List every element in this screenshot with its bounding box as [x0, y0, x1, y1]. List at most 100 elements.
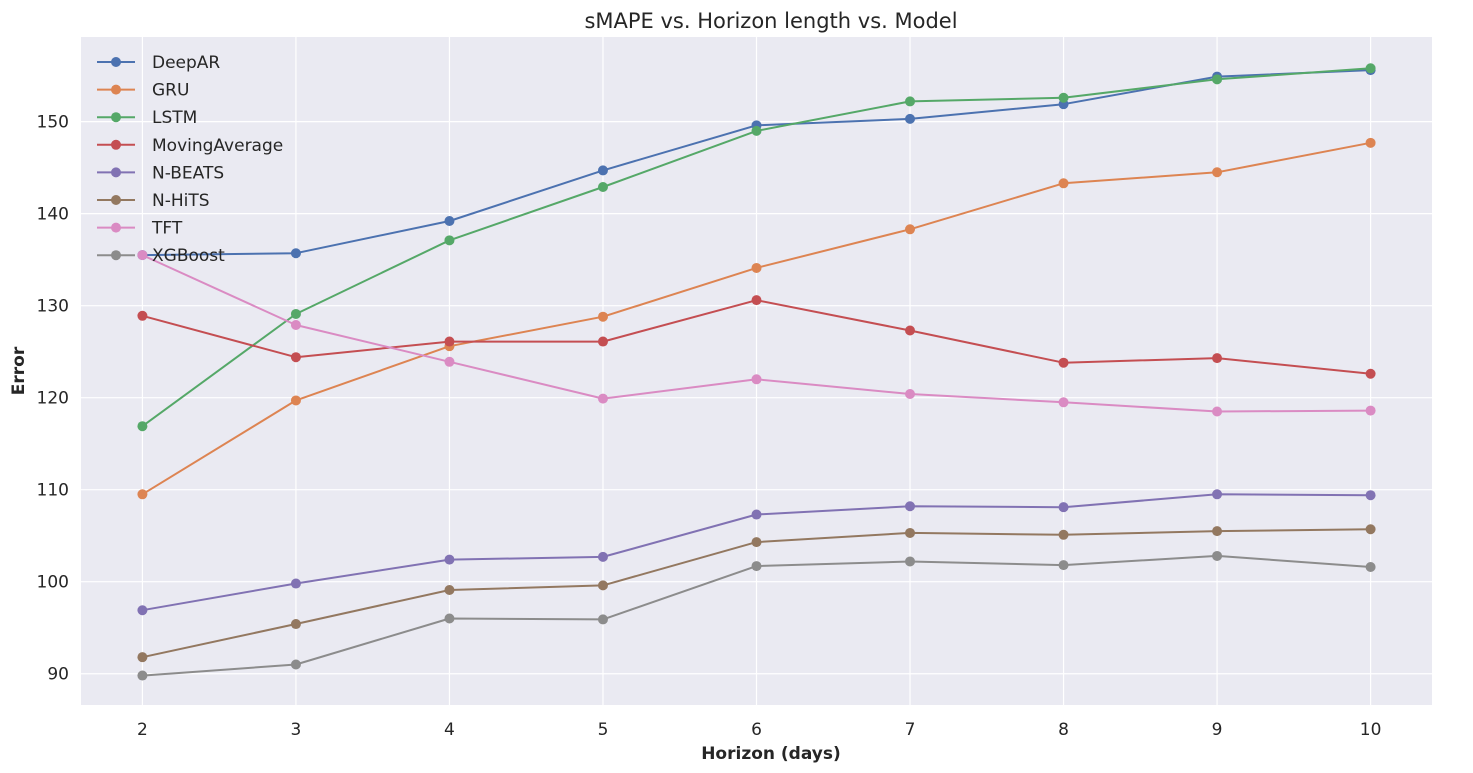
data-point: [597, 551, 608, 562]
legend-swatch-marker: [111, 167, 121, 178]
series-layer: [137, 63, 1376, 681]
data-point: [137, 489, 148, 500]
x-tick-label: 5: [598, 720, 609, 740]
data-point: [444, 235, 455, 246]
data-point: [290, 659, 301, 670]
data-point: [137, 421, 148, 432]
x-axis-ticks: 2 3 4 5 6 7 8 9 10: [137, 720, 1381, 740]
legend-label: MovingAverage: [152, 136, 283, 156]
data-point: [137, 652, 148, 663]
data-point: [1058, 178, 1069, 189]
x-tick-label: 10: [1360, 720, 1382, 740]
data-point: [905, 325, 916, 336]
data-point: [1212, 526, 1223, 537]
legend-swatch-marker: [111, 195, 121, 205]
data-point: [905, 556, 916, 567]
data-point: [290, 619, 301, 630]
legend-label: DeepAR: [152, 53, 220, 73]
data-point: [137, 605, 148, 616]
data-point: [597, 393, 608, 404]
data-point: [1365, 63, 1376, 74]
gridlines: [81, 37, 1432, 705]
data-point: [444, 554, 455, 565]
y-tick-label: 120: [37, 389, 69, 409]
data-point: [597, 311, 608, 322]
data-point: [1212, 353, 1223, 364]
data-point: [905, 224, 916, 235]
series-tft: [137, 250, 1376, 417]
data-point: [751, 537, 762, 548]
data-point: [1058, 529, 1069, 540]
data-point: [1058, 502, 1069, 513]
series-n-beats: [137, 489, 1376, 616]
legend: DeepAR GRU LSTM MovingAverage N-BEATS N-HiTS T…: [97, 53, 283, 266]
data-point: [1212, 167, 1223, 178]
data-point: [137, 670, 148, 681]
data-point: [905, 389, 916, 400]
y-axis-label: Error: [9, 346, 29, 395]
data-point: [597, 181, 608, 192]
legend-item: XGBoost: [97, 246, 225, 266]
data-point: [1365, 524, 1376, 535]
data-point: [905, 113, 916, 124]
data-point: [905, 527, 916, 538]
data-point: [1212, 550, 1223, 561]
data-point: [905, 96, 916, 107]
legend-label: XGBoost: [152, 246, 225, 266]
x-tick-label: 9: [1212, 720, 1223, 740]
data-point: [597, 580, 608, 591]
data-point: [290, 578, 301, 589]
data-point: [290, 248, 301, 259]
data-point: [1365, 368, 1376, 379]
x-tick-label: 3: [291, 720, 302, 740]
x-tick-label: 6: [751, 720, 762, 740]
legend-swatch-marker: [111, 139, 121, 150]
data-point: [444, 216, 455, 227]
data-point: [1212, 489, 1223, 500]
x-tick-label: 2: [137, 720, 148, 740]
legend-item: N-BEATS: [97, 163, 224, 183]
legend-swatch-marker: [111, 250, 121, 261]
data-point: [751, 561, 762, 572]
data-point: [1365, 137, 1376, 148]
legend-label: N-BEATS: [152, 163, 224, 183]
data-point: [597, 165, 608, 176]
data-point: [1212, 74, 1223, 85]
data-point: [137, 250, 148, 261]
y-tick-label: 90: [47, 665, 69, 685]
data-point: [751, 295, 762, 306]
data-point: [597, 614, 608, 625]
legend-item: MovingAverage: [97, 136, 283, 156]
data-point: [751, 374, 762, 385]
data-point: [751, 262, 762, 273]
x-tick-label: 8: [1058, 720, 1069, 740]
x-tick-label: 7: [905, 720, 916, 740]
data-point: [290, 395, 301, 406]
data-point: [444, 356, 455, 367]
data-point: [1058, 92, 1069, 103]
data-point: [290, 352, 301, 363]
y-tick-label: 100: [37, 573, 69, 593]
data-point: [137, 310, 148, 321]
legend-swatch-marker: [111, 57, 121, 67]
series-xgboost: [137, 550, 1376, 681]
series-movingaverage: [137, 295, 1376, 379]
data-point: [1212, 406, 1223, 417]
legend-item: GRU: [97, 81, 189, 101]
data-point: [444, 336, 455, 347]
data-point: [444, 613, 455, 624]
legend-swatch-marker: [111, 222, 121, 233]
y-tick-label: 150: [37, 113, 69, 133]
legend-label: N-HiTS: [152, 191, 210, 211]
y-tick-label: 110: [37, 481, 69, 501]
x-tick-label: 4: [444, 720, 455, 740]
legend-item: LSTM: [97, 108, 197, 128]
chart-title: sMAPE vs. Horizon length vs. Model: [584, 9, 957, 33]
y-tick-label: 140: [37, 205, 69, 225]
data-point: [905, 501, 916, 512]
series-n-hits: [137, 524, 1376, 663]
series-gru: [137, 137, 1376, 500]
legend-label: GRU: [152, 81, 189, 101]
legend-swatch-marker: [111, 84, 121, 95]
